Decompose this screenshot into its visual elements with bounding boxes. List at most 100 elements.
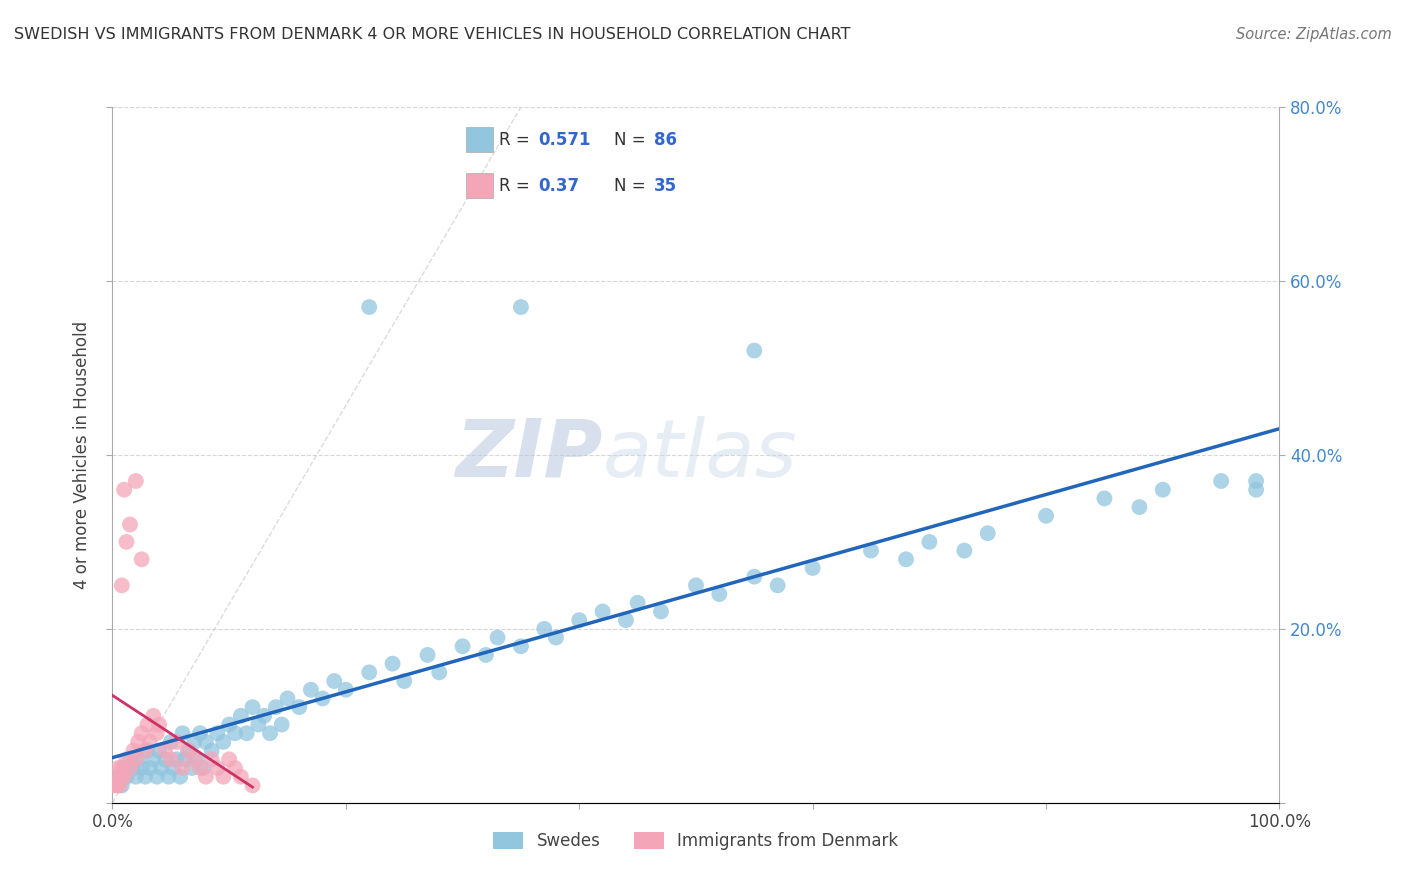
- Point: [207, 726, 229, 740]
- Point: [744, 570, 766, 584]
- Point: [509, 639, 531, 653]
- Point: [107, 761, 129, 775]
- Point: [235, 726, 257, 740]
- Point: [131, 726, 153, 740]
- Point: [188, 726, 211, 740]
- Point: [194, 735, 217, 749]
- Point: [115, 752, 138, 766]
- Point: [212, 770, 235, 784]
- Point: [614, 613, 637, 627]
- Point: [253, 708, 276, 723]
- Point: [111, 778, 134, 793]
- Point: [194, 770, 217, 784]
- Point: [150, 761, 173, 775]
- Point: [359, 665, 381, 680]
- Point: [650, 605, 672, 619]
- Point: [153, 744, 176, 758]
- Point: [451, 639, 474, 653]
- Point: [1211, 474, 1233, 488]
- Point: [127, 752, 149, 766]
- Point: [131, 552, 153, 566]
- Point: [381, 657, 404, 671]
- Point: [139, 735, 162, 749]
- Point: [1128, 500, 1150, 514]
- Point: [224, 761, 246, 775]
- Point: [115, 534, 138, 549]
- Point: [242, 778, 264, 793]
- Point: [860, 543, 883, 558]
- Point: [125, 752, 148, 766]
- Point: [533, 622, 555, 636]
- Point: [110, 770, 132, 784]
- Point: [568, 613, 591, 627]
- Point: [416, 648, 439, 662]
- Point: [122, 761, 145, 775]
- Point: [299, 682, 322, 697]
- Legend: Swedes, Immigrants from Denmark: Swedes, Immigrants from Denmark: [486, 826, 905, 857]
- Point: [188, 761, 211, 775]
- Point: [115, 770, 138, 784]
- Point: [685, 578, 707, 592]
- Point: [475, 648, 498, 662]
- Point: [142, 752, 165, 766]
- Point: [801, 561, 824, 575]
- Point: [112, 761, 135, 775]
- Point: [193, 761, 215, 775]
- Point: [201, 752, 224, 766]
- Point: [544, 631, 567, 645]
- Point: [108, 778, 131, 793]
- Point: [394, 674, 416, 689]
- Point: [160, 752, 183, 766]
- Point: [136, 717, 159, 731]
- Point: [172, 726, 194, 740]
- Point: [264, 700, 287, 714]
- Point: [172, 761, 194, 775]
- Point: [142, 708, 165, 723]
- Point: [953, 543, 976, 558]
- Text: atlas: atlas: [603, 416, 797, 494]
- Point: [1244, 474, 1267, 488]
- Point: [276, 691, 298, 706]
- Point: [212, 735, 235, 749]
- Point: [335, 682, 357, 697]
- Point: [288, 700, 311, 714]
- Point: [180, 761, 202, 775]
- Point: [112, 483, 135, 497]
- Point: [183, 735, 205, 749]
- Point: [111, 578, 134, 592]
- Text: ZIP: ZIP: [456, 416, 603, 494]
- Point: [122, 744, 145, 758]
- Point: [131, 761, 153, 775]
- Point: [111, 761, 134, 775]
- Point: [270, 717, 292, 731]
- Point: [166, 752, 188, 766]
- Point: [177, 744, 200, 758]
- Point: [1035, 508, 1057, 523]
- Point: [107, 770, 129, 784]
- Point: [148, 744, 170, 758]
- Point: [359, 300, 381, 314]
- Point: [224, 726, 246, 740]
- Point: [105, 778, 128, 793]
- Point: [104, 770, 127, 784]
- Point: [139, 761, 162, 775]
- Point: [229, 770, 252, 784]
- Point: [427, 665, 450, 680]
- Point: [146, 726, 169, 740]
- Point: [709, 587, 731, 601]
- Point: [201, 744, 224, 758]
- Point: [229, 708, 252, 723]
- Point: [127, 735, 149, 749]
- Point: [118, 517, 141, 532]
- Point: [134, 744, 156, 758]
- Point: [112, 770, 135, 784]
- Point: [177, 744, 200, 758]
- Point: [509, 300, 531, 314]
- Point: [169, 770, 191, 784]
- Point: [1244, 483, 1267, 497]
- Point: [1094, 491, 1116, 506]
- Point: [259, 726, 281, 740]
- Point: [242, 700, 264, 714]
- Point: [160, 735, 183, 749]
- Point: [918, 534, 941, 549]
